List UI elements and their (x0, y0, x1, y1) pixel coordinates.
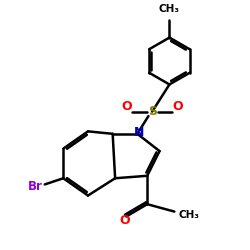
Text: O: O (120, 214, 130, 228)
Text: S: S (148, 105, 157, 118)
Text: N: N (134, 126, 144, 139)
Text: O: O (173, 100, 184, 113)
Text: CH₃: CH₃ (178, 210, 199, 220)
Text: Br: Br (28, 180, 42, 194)
Text: CH₃: CH₃ (159, 4, 180, 14)
Text: O: O (121, 100, 132, 113)
